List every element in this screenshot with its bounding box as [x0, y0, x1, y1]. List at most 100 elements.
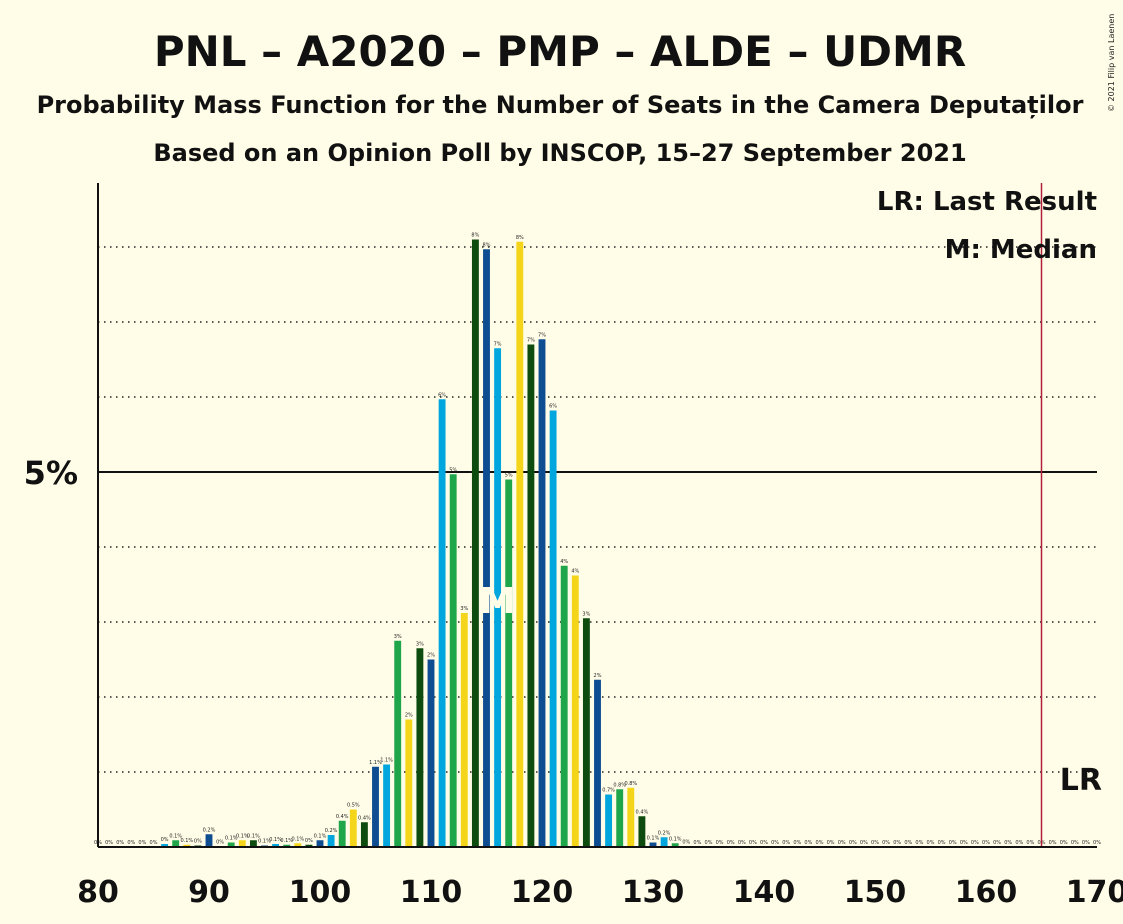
bar-109 — [416, 648, 424, 847]
axes-layer: LR 80 90 100 110 120 130 140 150 160 170 5% — [24, 183, 1123, 910]
bar-label-125: 2% — [594, 673, 602, 679]
bar-label-109: 3% — [416, 641, 424, 647]
bar-87 — [172, 840, 180, 847]
bar-label-136: 0% — [716, 840, 724, 846]
bar-label-148: 0% — [849, 840, 857, 846]
bar-label-166: 0% — [1049, 840, 1057, 846]
bar-112 — [449, 474, 457, 847]
bar-128 — [627, 787, 635, 847]
bar-label-138: 0% — [738, 840, 746, 846]
bar-label-163: 0% — [1015, 840, 1023, 846]
bar-label-146: 0% — [827, 840, 835, 846]
bar-label-159: 0% — [971, 840, 979, 846]
chart-subtitle-2: Based on an Opinion Poll by INSCOP, 15–2… — [153, 139, 966, 167]
bar-104 — [360, 822, 368, 847]
x-tick-label-150: 150 — [844, 875, 907, 910]
x-tick-label-130: 130 — [622, 875, 685, 910]
bar-label-129: 0.4% — [636, 809, 649, 815]
bar-125 — [594, 679, 601, 847]
bar-label-106: 1.1% — [380, 758, 393, 764]
bar-label-89: 0% — [194, 839, 202, 845]
bar-label-96: 0.1% — [269, 837, 282, 843]
bar-label-122: 4% — [560, 559, 568, 565]
bar-label-90: 0.2% — [203, 827, 216, 833]
bar-label-95: 0.1% — [258, 839, 271, 845]
bar-127 — [616, 789, 624, 847]
bar-108 — [405, 719, 413, 847]
bar-122 — [560, 565, 568, 847]
bar-114 — [471, 239, 479, 847]
bar-label-168: 0% — [1071, 840, 1079, 846]
x-tick-label-120: 120 — [511, 875, 574, 910]
bar-label-85: 0% — [150, 840, 158, 846]
bar-label-101: 0.2% — [325, 828, 338, 834]
bar-label-126: 0.7% — [602, 788, 615, 794]
bar-119 — [527, 344, 535, 847]
bar-label-130: 0.1% — [647, 836, 660, 842]
x-tick-label-100: 100 — [289, 875, 352, 910]
bar-label-83: 0% — [127, 840, 135, 846]
bar-93 — [238, 840, 246, 847]
bars-layer — [161, 239, 690, 847]
bar-label-128: 0.8% — [624, 781, 637, 787]
bar-label-150: 0% — [871, 840, 879, 846]
bar-106 — [383, 764, 391, 847]
bar-86 — [161, 844, 169, 847]
bar-label-153: 0% — [904, 840, 912, 846]
bar-label-93: 0.1% — [236, 833, 249, 839]
bar-97 — [283, 844, 291, 847]
x-tick-label-90: 90 — [188, 875, 230, 910]
bar-label-97: 0.1% — [280, 838, 293, 844]
bar-label-137: 0% — [727, 840, 735, 846]
bar-label-88: 0.1% — [180, 838, 193, 844]
bar-label-162: 0% — [1004, 840, 1012, 846]
bar-117 — [505, 479, 513, 847]
y-tick-label-5: 5% — [24, 454, 78, 492]
bar-label-167: 0% — [1060, 840, 1068, 846]
x-tick-label-140: 140 — [733, 875, 796, 910]
bar-label-123: 4% — [571, 569, 579, 575]
bar-label-158: 0% — [960, 840, 968, 846]
bar-label-131: 0.2% — [658, 830, 671, 836]
bar-label-84: 0% — [138, 840, 146, 846]
bar-90 — [205, 834, 213, 847]
bar-124 — [582, 618, 590, 847]
bar-121 — [549, 410, 557, 847]
x-tick-label-160: 160 — [955, 875, 1018, 910]
bar-label-115: 8% — [483, 242, 491, 248]
legend-last-result: LR: Last Result — [877, 187, 1097, 217]
bar-129 — [638, 816, 646, 847]
bar-label-141: 0% — [771, 840, 779, 846]
chart-subtitle: Probability Mass Function for the Number… — [37, 91, 1084, 119]
bar-102 — [338, 820, 346, 847]
bar-label-133: 0% — [682, 839, 690, 845]
bar-label-145: 0% — [816, 840, 824, 846]
bar-label-105: 1.1% — [369, 760, 382, 766]
bar-label-112: 5% — [449, 467, 457, 473]
bar-92 — [227, 842, 235, 847]
bar-label-108: 2% — [405, 713, 413, 719]
bar-label-161: 0% — [993, 840, 1001, 846]
bar-131 — [660, 837, 668, 847]
bar-label-164: 0% — [1026, 840, 1034, 846]
bar-111 — [438, 399, 446, 847]
bar-label-98: 0.1% — [291, 836, 304, 842]
bar-label-107: 3% — [394, 634, 402, 640]
bar-label-154: 0% — [915, 840, 923, 846]
bar-113 — [460, 613, 468, 847]
bar-label-124: 3% — [582, 611, 590, 617]
bar-110 — [427, 659, 435, 847]
bar-label-152: 0% — [893, 840, 901, 846]
bar-labels-layer: 0%0%0%0%0%0%0%0.1%0.1%0%0.2%0%0.1%0.1%0.… — [94, 233, 1101, 847]
x-tick-label-110: 110 — [400, 875, 463, 910]
bar-label-91: 0% — [216, 839, 224, 845]
copyright-note: © 2021 Filip van Laenen — [1107, 14, 1116, 112]
bar-label-149: 0% — [860, 840, 868, 846]
bar-label-147: 0% — [838, 840, 846, 846]
bar-101 — [327, 835, 335, 847]
bar-label-118: 8% — [516, 235, 524, 241]
bar-label-110: 2% — [427, 653, 435, 659]
bar-label-143: 0% — [793, 840, 801, 846]
bar-107 — [394, 640, 402, 847]
